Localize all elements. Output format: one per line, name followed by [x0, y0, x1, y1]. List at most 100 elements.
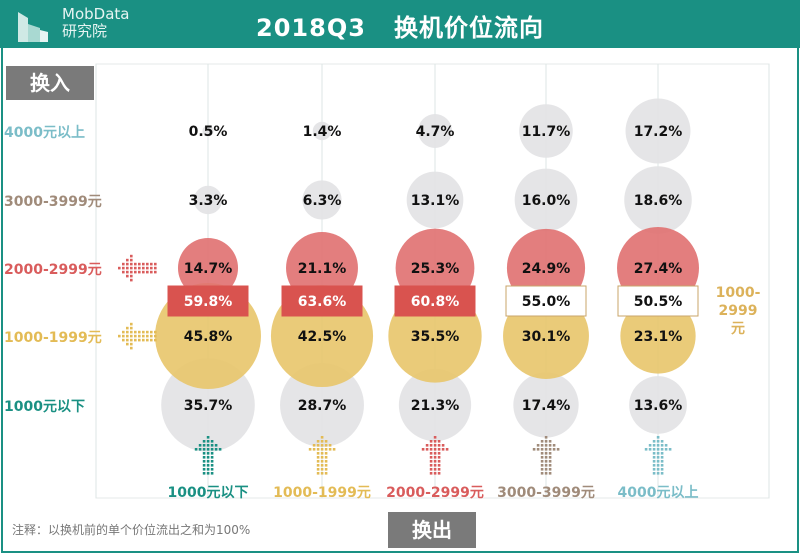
- arrow-dot: [206, 468, 210, 471]
- arrow-dot: [429, 460, 433, 463]
- arrow-dot: [660, 452, 664, 455]
- arrow-dot: [130, 254, 133, 258]
- arrow-dot: [198, 448, 202, 451]
- arrow-dot: [130, 326, 133, 330]
- arrow-dot: [324, 456, 328, 459]
- arrow-dot: [548, 456, 552, 459]
- arrow-dot: [320, 448, 324, 451]
- arrow-dot: [437, 456, 441, 459]
- arrow-dot: [130, 262, 133, 266]
- arrow-dot: [437, 468, 441, 471]
- arrow-dot: [544, 464, 548, 467]
- arrow-dot: [540, 440, 544, 443]
- arrow-dot: [130, 338, 133, 342]
- arrow-dot: [154, 266, 157, 270]
- arrow-dot: [540, 444, 544, 447]
- merged-value-box: [617, 285, 699, 317]
- arrow-dot: [210, 440, 214, 443]
- column-label: 2000-2999元: [386, 485, 484, 501]
- arrow-dot: [316, 448, 320, 451]
- arrow-dot: [433, 456, 437, 459]
- arrow-dot: [652, 460, 656, 463]
- arrow-dot: [429, 448, 433, 451]
- arrow-dot: [316, 464, 320, 467]
- bubble: [398, 368, 472, 442]
- arrow-dot: [154, 330, 157, 334]
- arrow-dot: [425, 448, 429, 451]
- bubble-value-label: 11.7%: [522, 124, 571, 140]
- arrow-dot: [150, 334, 153, 338]
- bubble: [629, 376, 687, 434]
- arrow-dot: [664, 448, 668, 451]
- arrow-dot: [320, 464, 324, 467]
- bubble: [513, 372, 579, 438]
- arrow-dot: [134, 334, 137, 338]
- arrow-dot: [130, 334, 133, 338]
- bubble: [625, 98, 691, 164]
- arrow-dot: [652, 464, 656, 467]
- brand-sub: 研究院: [62, 22, 108, 40]
- arrow-dot: [660, 468, 664, 471]
- arrow-dot: [126, 266, 129, 270]
- arrow-dot: [437, 472, 441, 475]
- row-label: 4000元以上: [4, 125, 85, 141]
- arrow-dot: [429, 472, 433, 475]
- bubble-value-label: 18.6%: [634, 193, 683, 209]
- arrow-dot: [324, 460, 328, 463]
- arrow-dot: [548, 464, 552, 467]
- x-axis-tag: 换出: [388, 512, 476, 548]
- arrow-dot: [118, 334, 121, 338]
- arrow-dot: [316, 468, 320, 471]
- arrow-dot: [210, 468, 214, 471]
- arrow-dot: [214, 444, 218, 447]
- arrow-dot: [332, 448, 336, 451]
- arrow-dot: [429, 440, 433, 443]
- arrow-dot: [320, 468, 324, 471]
- arrow-dot: [656, 464, 660, 467]
- arrow-dot: [146, 334, 149, 338]
- bubble: [202, 125, 214, 137]
- arrow-dot: [544, 452, 548, 455]
- bubble-value-label: 24.9%: [522, 261, 571, 277]
- merged-value-box: [394, 285, 476, 317]
- row-label: 1000元以下: [4, 399, 85, 415]
- arrow-dot: [652, 472, 656, 475]
- arrow-dot: [540, 464, 544, 467]
- arrow-dot: [138, 338, 141, 342]
- arrow-dot: [648, 444, 652, 447]
- arrow-dot: [142, 270, 145, 274]
- arrow-dot: [118, 266, 121, 270]
- arrow-dot: [433, 460, 437, 463]
- arrow-dot: [544, 460, 548, 463]
- arrow-dot: [552, 444, 556, 447]
- arrow-dot: [214, 448, 218, 451]
- arrow-dot: [433, 464, 437, 467]
- bubble: [418, 114, 452, 148]
- bubble: [302, 180, 342, 220]
- merged-value-label: 50.5%: [634, 294, 683, 310]
- arrow-dot: [656, 448, 660, 451]
- bubble-value-label: 35.5%: [411, 329, 460, 345]
- arrow-dot: [328, 444, 332, 447]
- arrow-dot: [544, 436, 548, 439]
- arrow-dot: [433, 448, 437, 451]
- arrow-dot: [122, 330, 125, 334]
- arrow-dot: [540, 472, 544, 475]
- bubble-value-label: 27.4%: [634, 261, 683, 277]
- bubble-value-label: 21.1%: [298, 261, 347, 277]
- arrow-dot: [548, 468, 552, 471]
- arrow-dot: [445, 448, 449, 451]
- arrow-dot: [656, 436, 660, 439]
- arrow-dot: [122, 334, 125, 338]
- arrow-dot: [656, 444, 660, 447]
- bubble-value-label: 45.8%: [184, 329, 233, 345]
- arrow-dot: [548, 452, 552, 455]
- bubble-value-label: 42.5%: [298, 329, 347, 345]
- bubble-value-label: 13.6%: [634, 398, 683, 414]
- arrow-dot: [656, 440, 660, 443]
- arrow-dot: [206, 452, 210, 455]
- arrow-dot: [146, 262, 149, 266]
- bubble: [624, 166, 692, 234]
- arrow-dot: [668, 448, 672, 451]
- bubble: [620, 298, 696, 374]
